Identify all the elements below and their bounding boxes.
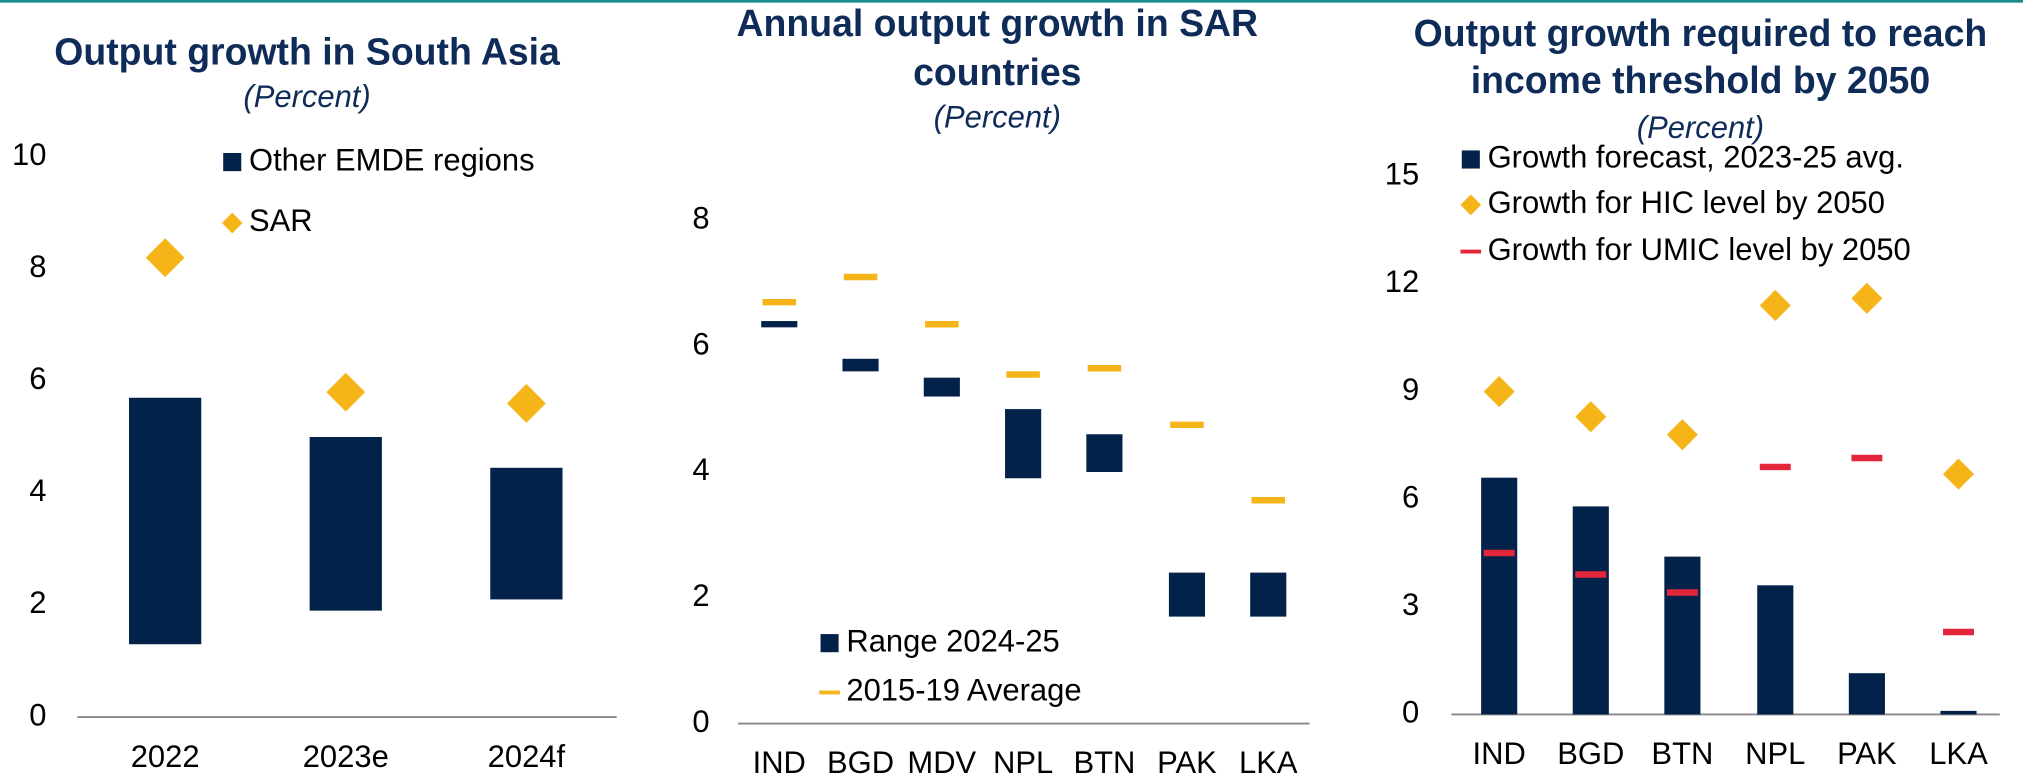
y-tick-label: 4 xyxy=(29,473,46,508)
legend-swatch xyxy=(1461,150,1480,169)
diamond-marker xyxy=(1666,419,1698,451)
range-bar xyxy=(490,467,563,600)
chart-subtitle: (Percent) xyxy=(243,79,370,114)
diamond-marker xyxy=(1851,282,1883,314)
y-tick-label: 0 xyxy=(1402,695,1419,730)
y-tick-label: 9 xyxy=(1402,372,1419,407)
range-bar xyxy=(923,377,960,397)
chart-title: income threshold by 2050 xyxy=(1471,59,1930,101)
y-tick-label: 15 xyxy=(1385,157,1419,192)
legend-swatch xyxy=(1460,194,1482,216)
x-tick-label: LKA xyxy=(1239,745,1298,778)
chart-subtitle: (Percent) xyxy=(934,99,1061,134)
y-tick-label: 3 xyxy=(1402,587,1419,622)
x-tick-label: BGD xyxy=(827,745,894,778)
x-tick-label: PAK xyxy=(1837,736,1897,771)
x-tick-label: BTN xyxy=(1651,736,1713,771)
bar xyxy=(1664,556,1701,715)
y-tick-label: 6 xyxy=(1402,479,1419,514)
x-tick-label: BGD xyxy=(1557,736,1624,771)
diamond-marker xyxy=(1575,401,1607,433)
range-bar xyxy=(1086,434,1123,472)
legend-label: Growth forecast, 2023-25 avg. xyxy=(1488,140,1904,175)
y-tick-label: 2 xyxy=(29,585,46,620)
bar xyxy=(1940,710,1977,715)
diamond-marker xyxy=(1483,376,1515,408)
y-tick-label: 4 xyxy=(692,452,709,487)
bar xyxy=(1572,506,1609,715)
x-tick-label: 2022 xyxy=(131,739,200,774)
x-tick-label: PAK xyxy=(1157,745,1217,778)
chart-subtitle: (Percent) xyxy=(1637,110,1764,145)
x-tick-label: 2023e xyxy=(303,739,389,774)
x-tick-label: LKA xyxy=(1929,736,1988,771)
y-tick-label: 8 xyxy=(29,249,46,284)
x-tick-label: IND xyxy=(753,745,806,778)
range-bar xyxy=(1250,572,1287,617)
range-bar xyxy=(761,321,798,328)
range-bar xyxy=(842,358,879,372)
x-tick-label: BTN xyxy=(1073,745,1135,778)
diamond-marker xyxy=(145,238,185,278)
bar xyxy=(1757,585,1794,715)
legend-label: SAR xyxy=(249,203,313,238)
y-tick-label: 0 xyxy=(692,704,709,739)
legend-label: Growth for HIC level by 2050 xyxy=(1488,185,1885,220)
legend-label: Other EMDE regions xyxy=(249,142,535,177)
y-tick-label: 2 xyxy=(692,578,709,613)
bar xyxy=(1848,673,1885,715)
diamond-marker xyxy=(1943,458,1974,490)
range-bar xyxy=(1168,572,1206,617)
range-bar xyxy=(309,436,382,611)
diamond-marker xyxy=(507,383,546,423)
y-tick-label: 6 xyxy=(29,361,46,396)
diamond-marker xyxy=(326,372,366,412)
x-tick-label: MDV xyxy=(907,745,976,778)
y-tick-label: 12 xyxy=(1385,264,1419,299)
y-tick-label: 8 xyxy=(692,201,709,236)
legend-label: Growth for UMIC level by 2050 xyxy=(1488,232,1911,267)
bar xyxy=(1481,477,1518,715)
legend-label: Range 2024-25 xyxy=(846,623,1059,658)
legend-swatch xyxy=(223,153,242,172)
x-tick-label: NPL xyxy=(993,745,1053,778)
diamond-marker xyxy=(1759,289,1791,322)
chart-title: Annual output growth in SAR xyxy=(737,2,1259,44)
legend-swatch xyxy=(820,634,839,653)
y-tick-label: 6 xyxy=(692,326,709,361)
x-tick-label: 2024f xyxy=(488,739,566,774)
legend-label: 2015-19 Average xyxy=(846,673,1081,708)
x-tick-label: IND xyxy=(1473,736,1526,771)
y-tick-label: 0 xyxy=(29,697,46,732)
chart-title: countries xyxy=(913,51,1081,93)
y-tick-label: 10 xyxy=(12,137,46,172)
x-tick-label: NPL xyxy=(1745,736,1805,771)
legend-swatch xyxy=(221,212,243,234)
chart-title: Output growth required to reach xyxy=(1414,12,1988,54)
range-bar xyxy=(129,397,202,645)
range-bar xyxy=(1005,409,1042,479)
chart-title: Output growth in South Asia xyxy=(54,30,561,72)
